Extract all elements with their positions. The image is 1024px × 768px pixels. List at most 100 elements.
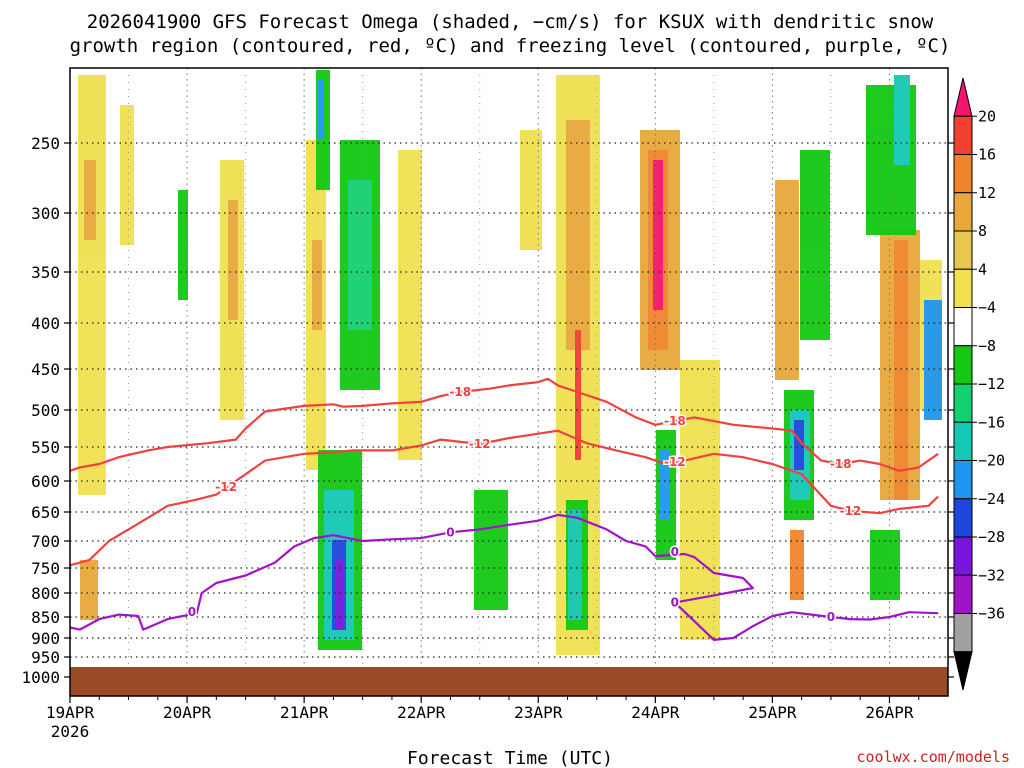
y-tick-label: 900 [31,629,60,648]
omega-cell [894,240,908,500]
omega-cell [78,75,106,495]
chart-axes: 250 300 350 400 450 500 550 600 650 700 750 800 850 9… [21,67,954,741]
dgz-lower-contour-label: -12 [840,504,862,518]
x-tick-label: 25APR [748,703,797,722]
y-tick-label: 350 [31,263,60,282]
freezing-level-contour-label: 0 [446,525,454,539]
dgz-upper-contour-label: -18 [830,457,852,471]
omega-cell [790,530,804,600]
x-tick-label: 19APR [46,703,95,722]
colorbar-label: −4 [978,299,996,317]
colorbar-cell [953,230,973,270]
colorbar-cell [953,460,973,500]
omega-cell [318,80,324,140]
dgz-lower-contour-label: -12 [469,437,491,451]
freezing-level-contour-label: 0 [671,596,679,610]
omega-cell [794,420,804,470]
y-tick-label: 850 [31,608,60,627]
omega-cell [566,120,590,350]
colorbar-cell [953,307,973,347]
y-tick-label: 700 [31,532,60,551]
omega-cell [120,105,134,245]
colorbar-cell [953,613,973,653]
omega-cell [653,160,663,310]
omega-cell [474,490,508,610]
colorbar-cell [953,154,973,194]
chart-title-line-2: growth region (contoured, red, ºC) and f… [70,35,951,57]
colorbar-label: −32 [978,566,1005,584]
colorbar-cell [953,651,973,691]
omega-cell [660,450,670,520]
chart-title-line-1: 2026041900 GFS Forecast Omega (shaded, −… [87,11,934,33]
dgz-lower-contour-label: -12 [664,455,686,469]
x-tick-sublabel: 2026 [51,722,90,741]
y-tick-label: 950 [31,648,60,667]
omega-cell [398,150,422,460]
downward-motion-cells [178,70,942,650]
colorbar-label: −20 [978,452,1005,470]
y-tick-label: 550 [31,438,60,457]
colorbar-label: −16 [978,413,1005,431]
omega-cell [800,150,830,340]
omega-cell [348,180,372,330]
x-tick-label: 22APR [397,703,446,722]
omega-cell [335,560,343,630]
y-tick-label: 500 [31,401,60,420]
colorbar-label: 4 [978,260,987,278]
x-tick-label: 24APR [631,703,680,722]
dgz-lower-contour [69,429,939,567]
colorbar-label: 12 [978,184,996,202]
colorbar-cell [953,115,973,155]
colorbar-label: −8 [978,337,996,355]
upward-motion-cells [78,75,942,655]
freezing-level-contour [69,513,939,641]
dgz-upper-contour [69,377,939,472]
colorbar-cell [953,345,973,385]
contour-lines: -18 -18 -18 -12 -12 -12 -12 0 0 0 0 0 [69,377,939,641]
y-tick-label: 600 [31,472,60,491]
y-tick-label: 450 [31,360,60,379]
colorbar-cell [953,192,973,232]
omega-cell [178,190,188,300]
y-tick-label: 400 [31,314,60,333]
omega-cell [575,330,581,460]
chart-gridlines [70,68,948,696]
colorbar-label: 20 [978,107,996,125]
dgz-lower-contour-label: -12 [215,480,237,494]
colorbar-cell [953,536,973,576]
credit-text: coolwx.com/models [856,748,1010,766]
omega-cell [228,200,238,320]
omega-cell [870,530,900,600]
colorbar-label: −12 [978,375,1005,393]
y-tick-label: 300 [31,204,60,223]
colorbar-label: 8 [978,222,987,240]
freezing-level-contour-label: 0 [827,610,835,624]
y-tick-label: 800 [31,584,60,603]
x-tick-label: 26APR [865,703,914,722]
colorbar-cell [953,421,973,461]
x-axis-label: Forecast Time (UTC) [407,748,613,768]
y-tick-label: 1000 [21,668,60,687]
omega-cell [84,160,96,240]
dgz-upper-contour-label: -18 [664,414,686,428]
colorbar: 20 16 12 8 4 −4 −8 −12 −16 −20 −24 −28 −32 −36 [953,77,1005,691]
colorbar-cell [953,498,973,538]
omega-cell [312,240,322,330]
freezing-level-contour-label: 0 [188,605,196,619]
y-tick-label: 650 [31,503,60,522]
terrain-surface [70,667,948,696]
omega-shading [78,70,942,655]
x-tick-label: 23APR [514,703,563,722]
omega-cell [775,180,799,380]
y-tick-label: 750 [31,559,60,578]
omega-cell [568,510,582,620]
dgz-upper-contour-label: -18 [449,385,471,399]
freezing-level-contour-label: 0 [671,545,679,559]
omega-cell [924,300,942,420]
x-tick-label: 20APR [163,703,212,722]
x-tick-label: 21APR [280,703,329,722]
colorbar-label: −24 [978,490,1005,508]
omega-cell [80,560,98,620]
colorbar-cell [953,574,973,614]
